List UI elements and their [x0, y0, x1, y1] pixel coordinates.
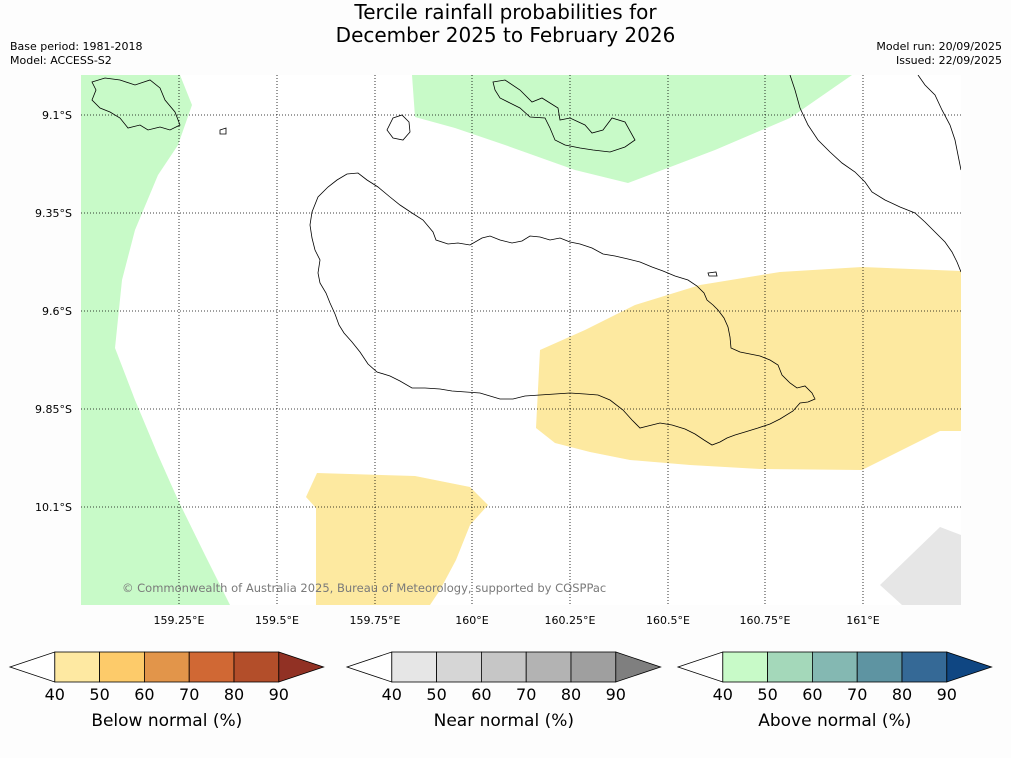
- coastline-islet-small: [219, 127, 227, 135]
- colorbar-3: 40 50 60 70 80 90 Above normal (%): [676, 651, 993, 731]
- colorbar-title: Below normal (%): [91, 711, 242, 731]
- colorbar-tick-label: 50: [757, 685, 777, 704]
- colorbar-title: Above normal (%): [758, 711, 911, 731]
- colorbar-tick-label: 40: [45, 685, 65, 704]
- colorbar-over-triangle: [278, 651, 325, 683]
- model-run-text: Model run: 20/09/2025: [876, 40, 1002, 53]
- colorbar-segment: [856, 651, 903, 683]
- colorbar-segment: [188, 651, 235, 683]
- colorbar-segment: [570, 651, 617, 683]
- longitude-label: 159.75°E: [350, 614, 401, 627]
- colorbar-segment: [767, 651, 813, 683]
- colorbar-segment: [812, 651, 858, 683]
- coastline-russell-islands: [91, 77, 181, 131]
- latitude-labels: 9.1°S 9.35°S 9.6°S 9.85°S 10.1°S: [35, 109, 72, 514]
- copyright-notice: © Commonwealth of Australia 2025, Bureau…: [122, 581, 606, 595]
- colorbar-tick-label: 40: [382, 685, 402, 704]
- latitude-label: 10.1°S: [35, 501, 72, 514]
- longitude-label: 160.5°E: [646, 614, 690, 627]
- longitude-label: 161°E: [846, 614, 879, 627]
- coastline-savo-island: [386, 114, 411, 141]
- longitude-label: 159.25°E: [154, 614, 205, 627]
- colorbar-segment: [525, 651, 572, 683]
- colorbar-title: Near normal (%): [434, 711, 574, 731]
- colorbar-tick-label: 70: [847, 685, 867, 704]
- colorbar-segment: [722, 651, 768, 683]
- issued-date-text: Issued: 22/09/2025: [895, 54, 1002, 67]
- model-info-left: Base period: 1981-2018 Model: ACCESS-S2: [10, 40, 142, 68]
- colorbar-tick-label: 70: [179, 685, 199, 704]
- colorbar-tick-label: 90: [937, 685, 957, 704]
- above-normal-region-west: [81, 75, 230, 605]
- coastline-guadalcanal: [309, 172, 816, 446]
- above-normal-region-north: [412, 75, 852, 183]
- colorbar-tick-label: 60: [802, 685, 822, 704]
- latitude-label: 9.85°S: [35, 403, 72, 416]
- colorbar-2: 40 50 60 70 80 90 Near normal (%): [345, 651, 662, 731]
- colorbar-under-triangle: [345, 651, 393, 683]
- colorbar-segment: [391, 651, 437, 683]
- coastline-islet-tiny: [707, 271, 718, 277]
- latitude-label: 9.35°S: [35, 207, 72, 220]
- colorbar-segment: [480, 651, 527, 683]
- colorbar-tick-label: 80: [224, 685, 244, 704]
- colorbar-tick-label: 60: [134, 685, 154, 704]
- map-title-line-2: December 2025 to February 2026: [335, 23, 676, 47]
- colorbar-tick-label: 50: [426, 685, 446, 704]
- colorbar-tick-label: 40: [713, 685, 733, 704]
- colorbar-1: 40 50 60 70 80 90 Below normal (%): [8, 651, 325, 731]
- latitude-label: 9.6°S: [42, 305, 72, 318]
- base-period-text: Base period: 1981-2018: [10, 40, 143, 53]
- colorbar-over-triangle: [946, 651, 993, 683]
- below-normal-region-east: [536, 267, 961, 470]
- coastlines: [91, 75, 961, 446]
- colorbar-segment: [143, 651, 190, 683]
- colorbar-segment: [99, 651, 145, 683]
- colorbar-segment: [54, 651, 100, 683]
- below-normal-region-south: [306, 473, 488, 605]
- colorbar-segment: [436, 651, 482, 683]
- colorbar-tick-label: 90: [269, 685, 289, 704]
- model-name-text: Model: ACCESS-S2: [10, 54, 112, 67]
- colorbar-under-triangle: [676, 651, 724, 683]
- coastline-northeast: [917, 75, 961, 171]
- colorbar-tick-label: 50: [89, 685, 109, 704]
- latitude-label: 9.1°S: [42, 109, 72, 122]
- coastline-malaita: [789, 75, 961, 273]
- longitude-label: 160.25°E: [545, 614, 596, 627]
- longitude-labels: 159.25°E 159.5°E 159.75°E 160°E 160.25°E 160.…: [154, 614, 880, 627]
- colorbar-tick-label: 70: [516, 685, 536, 704]
- longitude-label: 160°E: [455, 614, 488, 627]
- colorbar-over-triangle: [615, 651, 662, 683]
- longitude-label: 159.5°E: [255, 614, 299, 627]
- map-title-line-1: Tercile rainfall probabilities for: [354, 0, 657, 24]
- colorbar-tick-label: 90: [606, 685, 626, 704]
- coastline-florida-islands: [492, 79, 636, 153]
- colorbar-legend: 40 50 60 70 80 90 Below normal (%) 40 50 60 70 80 90…: [8, 651, 993, 731]
- colorbar-segment: [233, 651, 280, 683]
- colorbar-under-triangle: [8, 651, 56, 683]
- colorbar-tick-label: 80: [561, 685, 581, 704]
- colorbar-tick-label: 80: [892, 685, 912, 704]
- longitude-label: 160.75°E: [740, 614, 791, 627]
- colorbar-tick-label: 60: [471, 685, 491, 704]
- colorbar-segment: [901, 651, 948, 683]
- near-normal-region-southeast: [880, 527, 961, 605]
- graticule: [81, 75, 961, 605]
- model-info-right: Model run: 20/09/2025 Issued: 22/09/2025: [876, 40, 1002, 68]
